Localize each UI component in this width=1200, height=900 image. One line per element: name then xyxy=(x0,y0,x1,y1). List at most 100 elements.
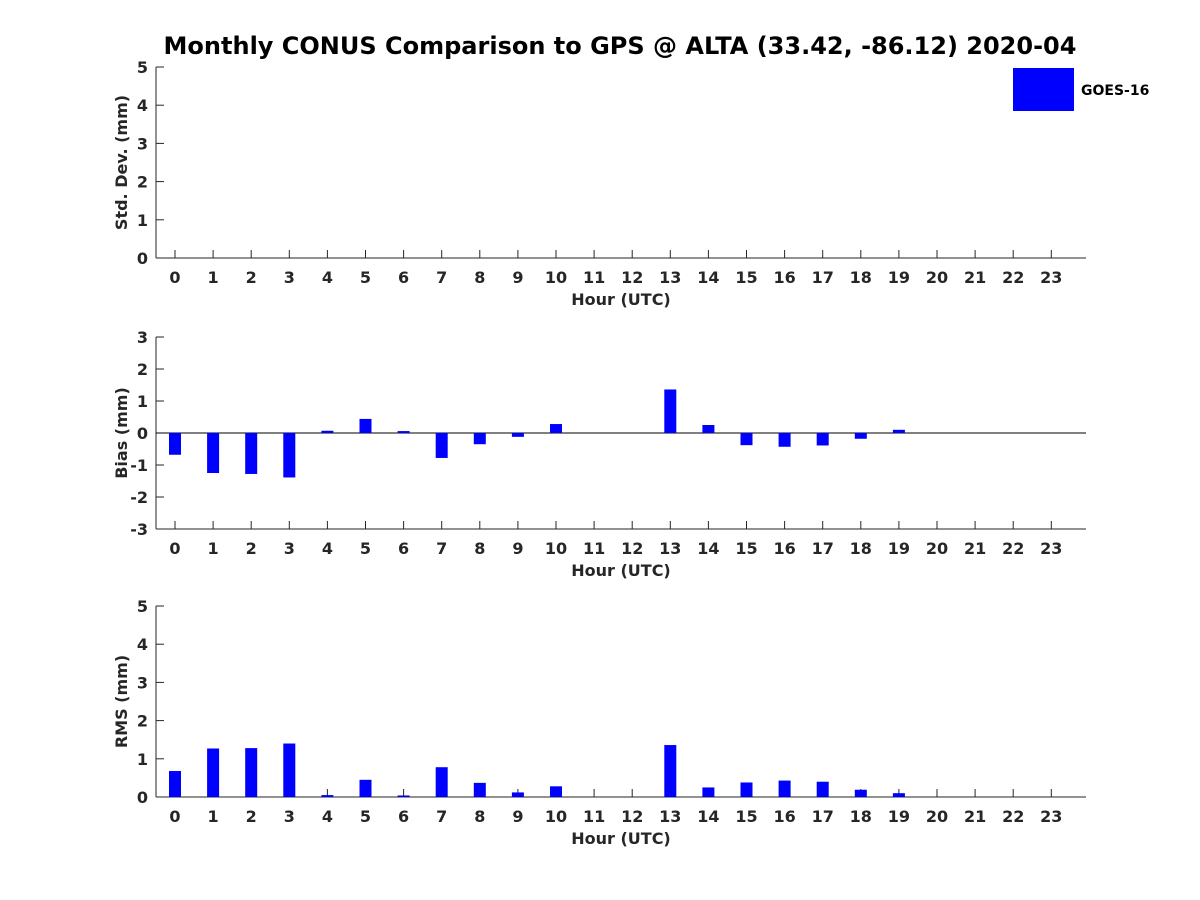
x-tick-label: 6 xyxy=(398,807,409,826)
bar-hour-10 xyxy=(550,786,562,797)
bar-hour-18 xyxy=(854,789,867,797)
bar-hour-19 xyxy=(892,793,905,797)
x-tick-label: 5 xyxy=(360,268,371,287)
x-tick-label: 8 xyxy=(474,807,485,826)
x-tick-label: 10 xyxy=(545,268,567,287)
bar-hour-8 xyxy=(473,433,486,445)
y-tick-label: -1 xyxy=(130,456,148,475)
x-tick-label: 15 xyxy=(735,539,757,558)
x-tick-label: 22 xyxy=(1002,807,1024,826)
x-tick-label: 5 xyxy=(360,539,371,558)
x-tick-label: 3 xyxy=(284,268,295,287)
x-tick-label: 22 xyxy=(1002,539,1024,558)
bar-hour-6 xyxy=(397,795,410,797)
x-tick-label: 1 xyxy=(208,268,219,287)
x-axis-label: Hour (UTC) xyxy=(571,290,671,309)
y-tick-label: 1 xyxy=(137,750,148,769)
x-tick-label: 6 xyxy=(398,539,409,558)
y-tick-label: 3 xyxy=(137,673,148,692)
x-tick-label: 6 xyxy=(398,268,409,287)
x-tick-label: 1 xyxy=(208,539,219,558)
y-axis-label: RMS (mm) xyxy=(112,655,131,748)
x-tick-label: 11 xyxy=(583,539,605,558)
bar-hour-1 xyxy=(207,748,220,797)
bar-hour-5 xyxy=(359,779,372,797)
bar-hour-16 xyxy=(778,780,791,797)
x-tick-label: 19 xyxy=(888,268,910,287)
x-tick-label: 19 xyxy=(888,807,910,826)
x-tick-label: 9 xyxy=(512,539,523,558)
bar-hour-17 xyxy=(816,781,829,797)
x-tick-label: 18 xyxy=(850,807,872,826)
legend-swatch xyxy=(1013,68,1074,111)
x-tick-label: 14 xyxy=(697,539,719,558)
x-tick-label: 17 xyxy=(812,807,834,826)
y-tick-label: -2 xyxy=(130,488,148,507)
bar-hour-6 xyxy=(397,431,410,433)
bar-hour-1 xyxy=(207,433,220,473)
bar-hour-4 xyxy=(321,795,334,797)
x-tick-label: 8 xyxy=(474,539,485,558)
x-tick-label: 12 xyxy=(621,539,643,558)
x-tick-label: 7 xyxy=(436,539,447,558)
x-tick-label: 0 xyxy=(169,807,180,826)
y-tick-label: 4 xyxy=(137,96,148,115)
x-tick-label: 23 xyxy=(1040,268,1062,287)
x-tick-label: 16 xyxy=(773,539,795,558)
bar-hour-9 xyxy=(511,433,524,437)
bar-hour-2 xyxy=(245,433,258,474)
chart-title: Monthly CONUS Comparison to GPS @ ALTA (… xyxy=(164,32,1077,60)
bar-hour-2 xyxy=(245,748,258,797)
x-tick-label: 21 xyxy=(964,539,986,558)
x-tick-label: 17 xyxy=(812,268,834,287)
y-tick-label: 1 xyxy=(137,211,148,230)
legend-label: GOES-16 xyxy=(1081,83,1149,99)
x-tick-label: 11 xyxy=(583,268,605,287)
x-tick-label: 23 xyxy=(1040,539,1062,558)
x-tick-label: 18 xyxy=(850,268,872,287)
legend: GOES-16 xyxy=(1013,68,1149,111)
x-tick-label: 3 xyxy=(284,539,295,558)
x-tick-label: 2 xyxy=(246,539,257,558)
y-tick-label: 2 xyxy=(137,173,148,192)
x-tick-label: 15 xyxy=(735,807,757,826)
x-tick-label: 4 xyxy=(322,807,333,826)
bar-hour-3 xyxy=(283,743,296,797)
x-tick-label: 10 xyxy=(545,539,567,558)
y-tick-label: 2 xyxy=(137,360,148,379)
x-tick-label: 21 xyxy=(964,807,986,826)
x-tick-label: 2 xyxy=(246,268,257,287)
x-tick-label: 20 xyxy=(926,807,948,826)
x-tick-label: 17 xyxy=(812,539,834,558)
x-tick-label: 11 xyxy=(583,807,605,826)
y-axis-label: Std. Dev. (mm) xyxy=(112,95,131,230)
bar-hour-15 xyxy=(740,433,753,446)
bar-hour-0 xyxy=(169,771,181,797)
x-tick-label: 15 xyxy=(735,268,757,287)
x-tick-label: 9 xyxy=(512,807,523,826)
x-tick-label: 7 xyxy=(436,807,447,826)
bar-hour-3 xyxy=(283,433,296,478)
x-tick-label: 2 xyxy=(246,807,257,826)
bar-hour-19 xyxy=(892,429,905,433)
x-tick-label: 9 xyxy=(512,268,523,287)
bar-hour-4 xyxy=(321,430,334,433)
y-tick-label: 2 xyxy=(137,712,148,731)
x-tick-label: 14 xyxy=(697,807,719,826)
x-tick-label: 13 xyxy=(659,807,681,826)
bar-hour-13 xyxy=(664,745,677,797)
x-axis-label: Hour (UTC) xyxy=(571,561,671,580)
x-tick-label: 18 xyxy=(850,539,872,558)
bar-hour-18 xyxy=(854,433,867,439)
y-tick-label: -3 xyxy=(130,520,148,539)
x-tick-label: 7 xyxy=(436,268,447,287)
x-tick-label: 16 xyxy=(773,807,795,826)
x-tick-label: 10 xyxy=(545,807,567,826)
x-tick-label: 0 xyxy=(169,539,180,558)
y-axis-label: Bias (mm) xyxy=(112,387,131,479)
x-tick-label: 12 xyxy=(621,807,643,826)
